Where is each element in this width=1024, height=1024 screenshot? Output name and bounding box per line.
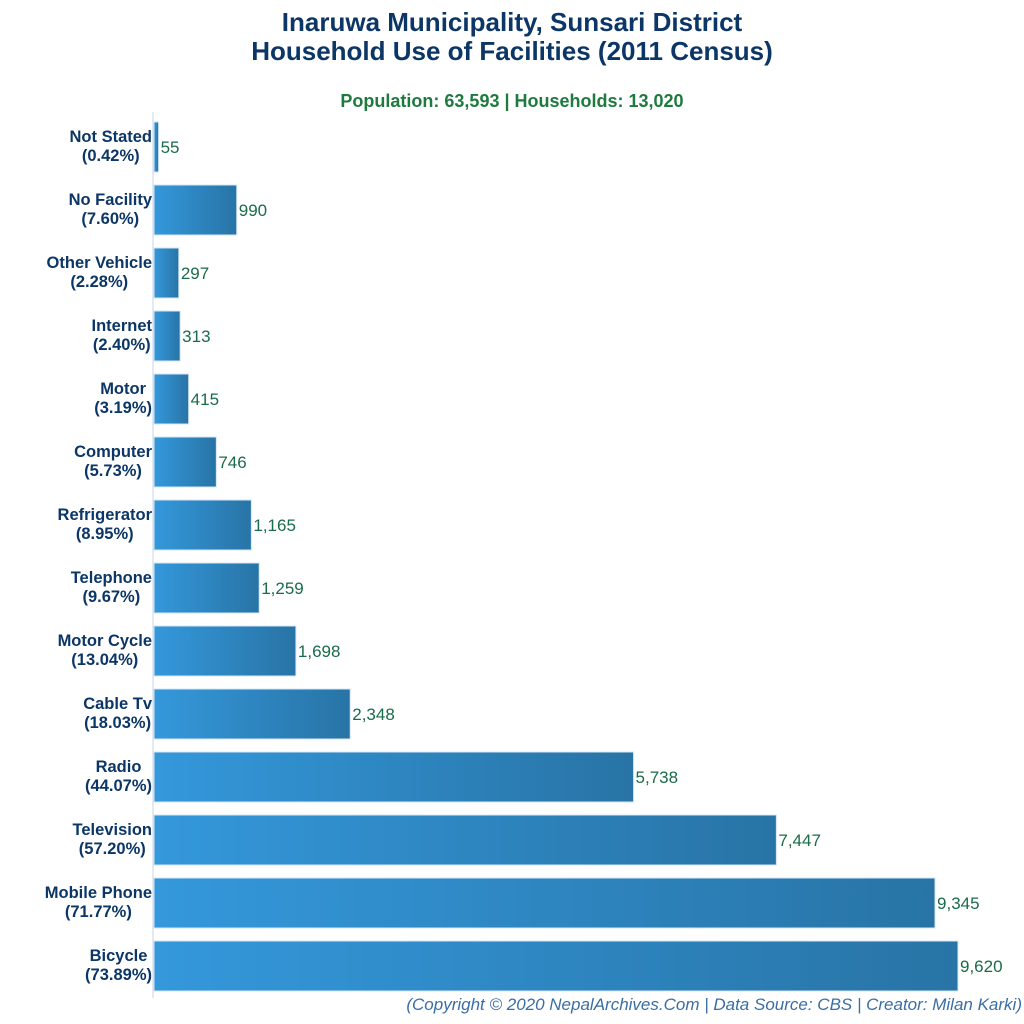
value-label: 297 [181, 264, 209, 283]
bar-telephone [153, 562, 260, 614]
bar-motor [153, 373, 190, 425]
percent-label: (0.42%) [82, 147, 140, 165]
percent-label: (2.28%) [70, 273, 128, 291]
title-line-1: Inaruwa Municipality, Sunsari District [281, 7, 743, 37]
category-label: Motor Cycle [58, 632, 152, 650]
category-label: Telephone [71, 569, 152, 587]
percent-label: (13.04%) [71, 651, 138, 669]
value-label: 990 [239, 201, 267, 220]
value-label: 1,165 [253, 516, 296, 535]
category-label: Computer [74, 443, 152, 461]
value-label: 415 [191, 390, 219, 409]
bar-internet [153, 310, 181, 362]
bar-no-facility [153, 184, 238, 236]
value-label: 2,348 [352, 705, 395, 724]
category-label: Motor [100, 380, 146, 398]
value-label: 1,259 [261, 579, 304, 598]
category-label: Cable Tv [83, 695, 153, 713]
bar-computer [153, 436, 217, 488]
percent-label: (9.67%) [82, 588, 140, 606]
bar-bicycle [153, 940, 959, 992]
percent-label: (7.60%) [81, 210, 139, 228]
category-label: Not Stated [70, 128, 153, 146]
title-line-2: Household Use of Facilities (2011 Census… [251, 36, 773, 66]
bar-motor-cycle [153, 625, 297, 677]
bar-other-vehicle [153, 247, 180, 299]
value-label: 1,698 [298, 642, 341, 661]
percent-label: (44.07%) [85, 777, 152, 795]
percent-label: (8.95%) [76, 525, 134, 543]
chart-title: Inaruwa Municipality, Sunsari District H… [0, 8, 1024, 66]
percent-label: (3.19%) [94, 399, 152, 417]
category-label: Radio [96, 758, 142, 776]
bar-refrigerator [153, 499, 252, 551]
value-label: 746 [218, 453, 246, 472]
percent-label: (73.89%) [85, 966, 152, 984]
value-label: 5,738 [636, 768, 679, 787]
percent-label: (2.40%) [93, 336, 151, 354]
category-label: No Facility [69, 191, 153, 209]
category-label: Mobile Phone [45, 884, 152, 902]
credit-text: (Copyright © 2020 NepalArchives.Com | Da… [406, 995, 1022, 1014]
bar-mobile-phone [153, 877, 936, 929]
chart-subtitle: Population: 63,593 | Households: 13,020 [340, 91, 684, 111]
category-label: Television [73, 821, 152, 839]
percent-label: (71.77%) [65, 903, 132, 921]
bar-cable-tv [153, 688, 351, 740]
percent-label: (57.20%) [79, 840, 146, 858]
value-label: 7,447 [778, 831, 821, 850]
percent-label: (18.03%) [84, 714, 151, 732]
value-label: 9,345 [937, 894, 980, 913]
value-label: 9,620 [960, 957, 1003, 976]
bar-radio [153, 751, 635, 803]
bar-not-stated [153, 121, 160, 173]
value-label: 55 [161, 138, 180, 157]
category-label: Other Vehicle [47, 254, 152, 272]
bar-television [153, 814, 777, 866]
category-label: Internet [91, 317, 152, 335]
value-label: 313 [182, 327, 210, 346]
category-label: Bicycle [90, 947, 148, 965]
percent-label: (5.73%) [84, 462, 142, 480]
category-label: Refrigerator [58, 506, 153, 524]
